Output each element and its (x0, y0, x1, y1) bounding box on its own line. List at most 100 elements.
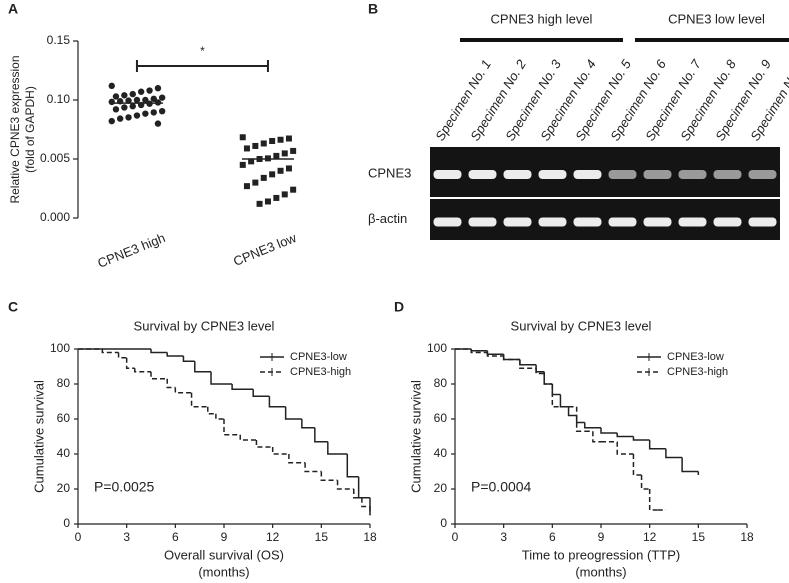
dot (256, 200, 263, 207)
y-tick-label: 0.15 (47, 33, 71, 47)
x-tick-label: 15 (315, 530, 329, 544)
dot (252, 142, 259, 149)
gel-band (468, 217, 497, 227)
dot (129, 90, 136, 98)
y-tick-label: 80 (57, 376, 71, 390)
gel-band (678, 170, 707, 179)
dot (248, 158, 255, 165)
survival-step (268, 396, 286, 408)
x-tick-label: CPNE3 high (95, 230, 167, 271)
y-axis-label: Cumulative survival (31, 380, 46, 493)
survival-step (288, 454, 306, 464)
legend-label: CPNE3-low (290, 351, 347, 363)
survival-step (616, 441, 634, 455)
x-tick-label: 9 (598, 530, 605, 544)
survival-step (648, 489, 658, 511)
panel-label: D (394, 299, 404, 315)
dot (158, 94, 166, 101)
x-tick-label: 15 (692, 530, 706, 544)
dot (121, 92, 128, 99)
survival-step (134, 368, 151, 373)
dot (150, 109, 157, 116)
survival-step (336, 480, 354, 490)
dot (116, 115, 124, 122)
survival-step (519, 359, 537, 369)
group-label: CPNE3 high level (491, 11, 593, 26)
survival-step (320, 471, 338, 481)
x-tick-label: 12 (643, 530, 657, 544)
annotation: P=0.0025 (94, 479, 155, 495)
survival-step (215, 413, 224, 420)
dot (158, 107, 166, 115)
y-tick-label: 60 (434, 411, 448, 425)
gel-band (608, 217, 637, 227)
x-tick-label: 3 (123, 530, 130, 544)
survival-step (174, 387, 192, 394)
y-tick-label: 0.10 (47, 92, 71, 106)
dot (133, 112, 141, 119)
x-axis-label: Time to preogression (TTP) (522, 547, 680, 562)
survival-step (575, 415, 585, 424)
survival-step (486, 352, 504, 357)
dot (243, 183, 250, 190)
survival-step (648, 440, 666, 450)
dot (243, 145, 250, 152)
dot (260, 140, 267, 147)
survival-step (346, 454, 359, 478)
annotation: P=0.0004 (471, 479, 532, 495)
survival-step (640, 475, 650, 490)
survival-step (584, 422, 601, 429)
legend-label: CPNE3-high (667, 366, 728, 378)
panel-label: C (8, 299, 18, 315)
survival-step (470, 349, 488, 354)
y-tick-label: 100 (50, 341, 70, 355)
gel-band (538, 217, 567, 227)
x-axis-label: Overall survival (OS) (164, 547, 284, 562)
panel-label: B (368, 1, 378, 17)
x-tick-label: 3 (500, 530, 507, 544)
survival-step (616, 433, 634, 438)
y-tick-label: 60 (57, 411, 71, 425)
survival-step (567, 406, 577, 417)
survival-step (223, 419, 241, 436)
survival-step (101, 349, 119, 354)
y-tick-label: 20 (434, 481, 448, 495)
gel-band (538, 170, 567, 179)
survival-step (194, 361, 212, 373)
dot (252, 179, 259, 186)
survival-step (519, 359, 537, 366)
dot (260, 174, 267, 181)
x-axis-label: (months) (575, 564, 626, 579)
survival-step (632, 454, 642, 476)
survival-step (353, 489, 362, 499)
survival-step (486, 350, 504, 355)
dot (285, 165, 292, 172)
chart-title: Survival by CPNE3 level (134, 318, 275, 333)
dot (154, 85, 162, 92)
significance-bracket (135, 60, 269, 72)
dot (112, 106, 120, 113)
gel-band (643, 170, 672, 179)
gel-band (503, 170, 532, 179)
gel-band (748, 170, 777, 179)
y-tick-label: 0 (440, 516, 447, 530)
dot (273, 152, 280, 159)
x-tick-label: 12 (266, 530, 280, 544)
dot (125, 97, 132, 104)
y-axis-label-line: (fold of GAPDH) (23, 86, 37, 173)
dot (125, 114, 132, 121)
survival-step (502, 354, 520, 361)
survival-step (239, 434, 257, 441)
dot (264, 198, 271, 205)
y-tick-label: 40 (57, 446, 71, 460)
survival-step (361, 497, 370, 508)
survival-step (301, 419, 315, 429)
survival-step (314, 427, 328, 443)
survival-step (166, 378, 176, 389)
dot (142, 110, 149, 117)
dot (146, 87, 153, 94)
dot (239, 161, 246, 168)
survival-step (502, 356, 520, 361)
